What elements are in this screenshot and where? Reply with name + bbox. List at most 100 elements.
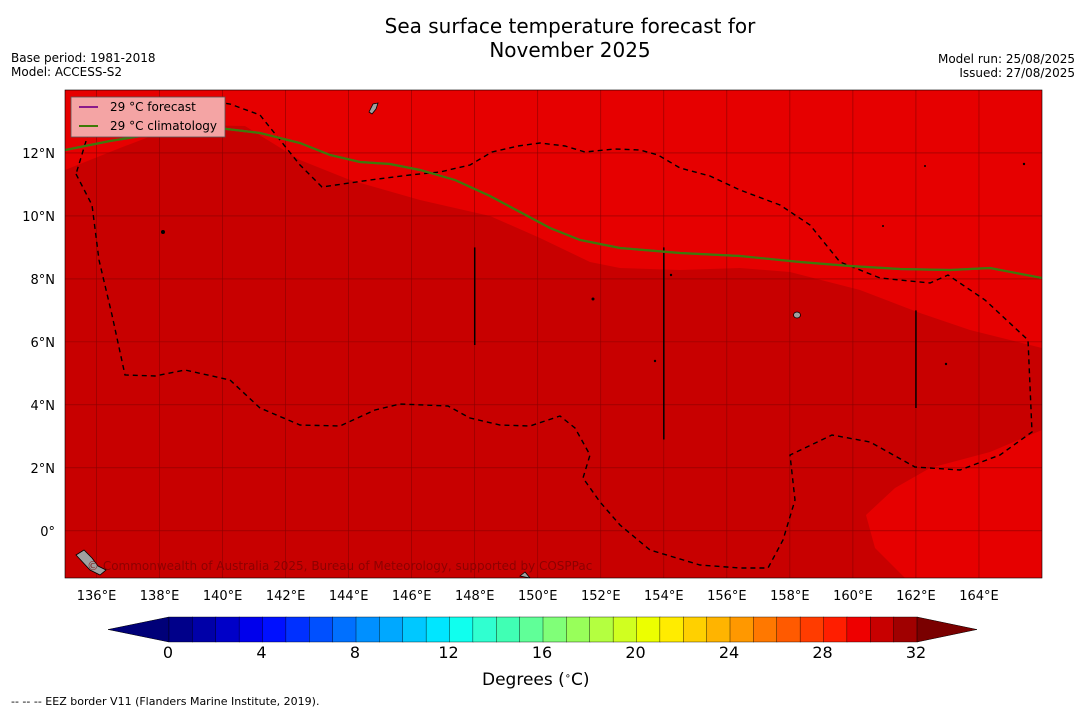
land-islands bbox=[75, 102, 801, 578]
lat-tick-label: 12°N bbox=[22, 147, 55, 162]
colorbar-swatch bbox=[729, 616, 754, 643]
model-text: Model: ACCESS-S2 bbox=[11, 65, 123, 79]
title-line-2: November 2025 bbox=[489, 38, 651, 62]
colorbar-swatch bbox=[683, 616, 708, 643]
colorbar-swatch bbox=[472, 616, 497, 643]
colorbar-swatch bbox=[285, 616, 310, 643]
copyright-text: © Commonwealth of Australia 2025, Bureau… bbox=[87, 559, 592, 573]
colorbar-swatch bbox=[659, 616, 684, 643]
colorbar-tick-label: 28 bbox=[812, 643, 832, 662]
colorbar-tick-label: 12 bbox=[438, 643, 458, 662]
colorbar-swatch bbox=[355, 616, 380, 643]
lat-tick-label: 4°N bbox=[31, 399, 56, 414]
contour-29c-climatology bbox=[65, 125, 1042, 280]
colorbar-swatch bbox=[262, 616, 287, 643]
legend-label-climatology: 29 °C climatology bbox=[110, 119, 217, 133]
title-line-1: Sea surface temperature forecast for bbox=[384, 14, 756, 38]
colorbar-swatch bbox=[215, 616, 240, 643]
colorbar-over-arrow bbox=[916, 616, 978, 643]
island-pohnpei bbox=[793, 311, 801, 319]
eez-border bbox=[75, 97, 1033, 569]
lon-tick-label: 162°E bbox=[896, 589, 936, 604]
colorbar-swatch bbox=[519, 616, 544, 643]
colorbar-tick-label: 16 bbox=[532, 643, 552, 662]
colorbar-tick-label: 8 bbox=[350, 643, 360, 662]
colorbar-swatch bbox=[799, 616, 824, 643]
storm-track-lines bbox=[473, 247, 917, 440]
colorbar-label-unit: C bbox=[571, 670, 583, 690]
colorbar-label-prefix: Degrees ( bbox=[482, 670, 565, 690]
lat-tick-label: 10°N bbox=[22, 210, 55, 225]
lon-tick-label: 142°E bbox=[266, 589, 306, 604]
lon-tick-label: 164°E bbox=[959, 589, 999, 604]
colorbar-swatch bbox=[496, 616, 521, 643]
lon-tick-label: 140°E bbox=[203, 589, 243, 604]
colorbar-swatch bbox=[402, 616, 427, 643]
lon-tick-label: 144°E bbox=[329, 589, 369, 604]
legend-box bbox=[70, 96, 226, 138]
colorbar-swatch bbox=[379, 616, 404, 643]
lon-tick-label: 148°E bbox=[455, 589, 495, 604]
chart-title: Sea surface temperature forecast for Nov… bbox=[0, 14, 1085, 62]
colorbar-swatch bbox=[776, 616, 801, 643]
lon-tick-label: 160°E bbox=[833, 589, 873, 604]
lon-tick-label: 158°E bbox=[770, 589, 810, 604]
lon-tick-label: 150°E bbox=[518, 589, 558, 604]
colorbar-swatch bbox=[566, 616, 591, 643]
colorbar-tick-label: 20 bbox=[625, 643, 645, 662]
colorbar-tick-label: 4 bbox=[256, 643, 266, 662]
lon-tick-label: 152°E bbox=[581, 589, 621, 604]
colorbar-swatch bbox=[612, 616, 637, 643]
colorbar-swatch bbox=[753, 616, 778, 643]
base-period-text: Base period: 1981-2018 bbox=[11, 51, 156, 65]
colorbar-swatch bbox=[332, 616, 357, 643]
island-south-edge bbox=[519, 571, 531, 578]
colorbar-tick-label: 24 bbox=[719, 643, 739, 662]
issued-text: Issued: 27/08/2025 bbox=[959, 66, 1075, 80]
colorbar-label: Degrees (∘C) bbox=[482, 670, 590, 690]
colorbar bbox=[107, 616, 978, 643]
map-frame bbox=[64, 89, 1043, 579]
meta-right: Model run: 25/08/2025 Issued: 27/08/2025 bbox=[938, 52, 1075, 80]
colorbar-swatch bbox=[192, 616, 217, 643]
colorbar-tick-label: 0 bbox=[163, 643, 173, 662]
lon-tick-label: 136°E bbox=[77, 589, 117, 604]
longitude-tick-labels: 136°E 138°E 140°E 142°E 144°E 146°E 148°E 150°E… bbox=[77, 589, 999, 604]
colorbar-swatch bbox=[823, 616, 848, 643]
lon-tick-label: 138°E bbox=[140, 589, 180, 604]
meta-left: Base period: 1981-2018 Model: ACCESS-S2 bbox=[11, 51, 156, 79]
colorbar-label-suffix: ) bbox=[582, 670, 590, 690]
colorbar-tick-label: 32 bbox=[906, 643, 926, 662]
lat-tick-label: 2°N bbox=[31, 462, 56, 477]
island-north-left bbox=[368, 102, 379, 115]
sst-region-above-30 bbox=[65, 125, 1042, 578]
colorbar-swatch bbox=[449, 616, 474, 643]
lon-tick-label: 156°E bbox=[707, 589, 747, 604]
latitude-tick-labels: 0° 2°N 4°N 6°N 8°N 10°N 12°N bbox=[22, 147, 55, 540]
colorbar-swatch bbox=[168, 616, 193, 643]
small-atolls bbox=[161, 162, 1026, 366]
lat-tick-label: 6°N bbox=[31, 336, 56, 351]
colorbar-swatch bbox=[238, 616, 263, 643]
colorbar-swatch bbox=[870, 616, 895, 643]
colorbar-swatch bbox=[309, 616, 334, 643]
colorbar-under-arrow bbox=[107, 616, 170, 643]
lon-tick-label: 154°E bbox=[644, 589, 684, 604]
colorbar-swatch bbox=[425, 616, 450, 643]
colorbar-swatch bbox=[589, 616, 614, 643]
island-new-guinea-corner bbox=[75, 549, 107, 576]
lon-tick-label: 146°E bbox=[392, 589, 432, 604]
colorbar-swatch bbox=[706, 616, 731, 643]
footnote: -- -- -- EEZ border V11 (Flanders Marine… bbox=[11, 695, 320, 708]
colorbar-swatch bbox=[846, 616, 871, 643]
degree-symbol: ∘ bbox=[564, 671, 572, 682]
lat-tick-label: 8°N bbox=[31, 273, 56, 288]
colorbar-swatch bbox=[542, 616, 567, 643]
model-run-text: Model run: 25/08/2025 bbox=[937, 52, 1075, 66]
lat-tick-label: 0° bbox=[40, 525, 55, 540]
colorbar-swatch bbox=[636, 616, 661, 643]
legend: 29 °C forecast 29 °C climatology bbox=[70, 96, 226, 138]
colorbar-swatch bbox=[893, 616, 918, 643]
legend-label-forecast: 29 °C forecast bbox=[110, 100, 196, 114]
